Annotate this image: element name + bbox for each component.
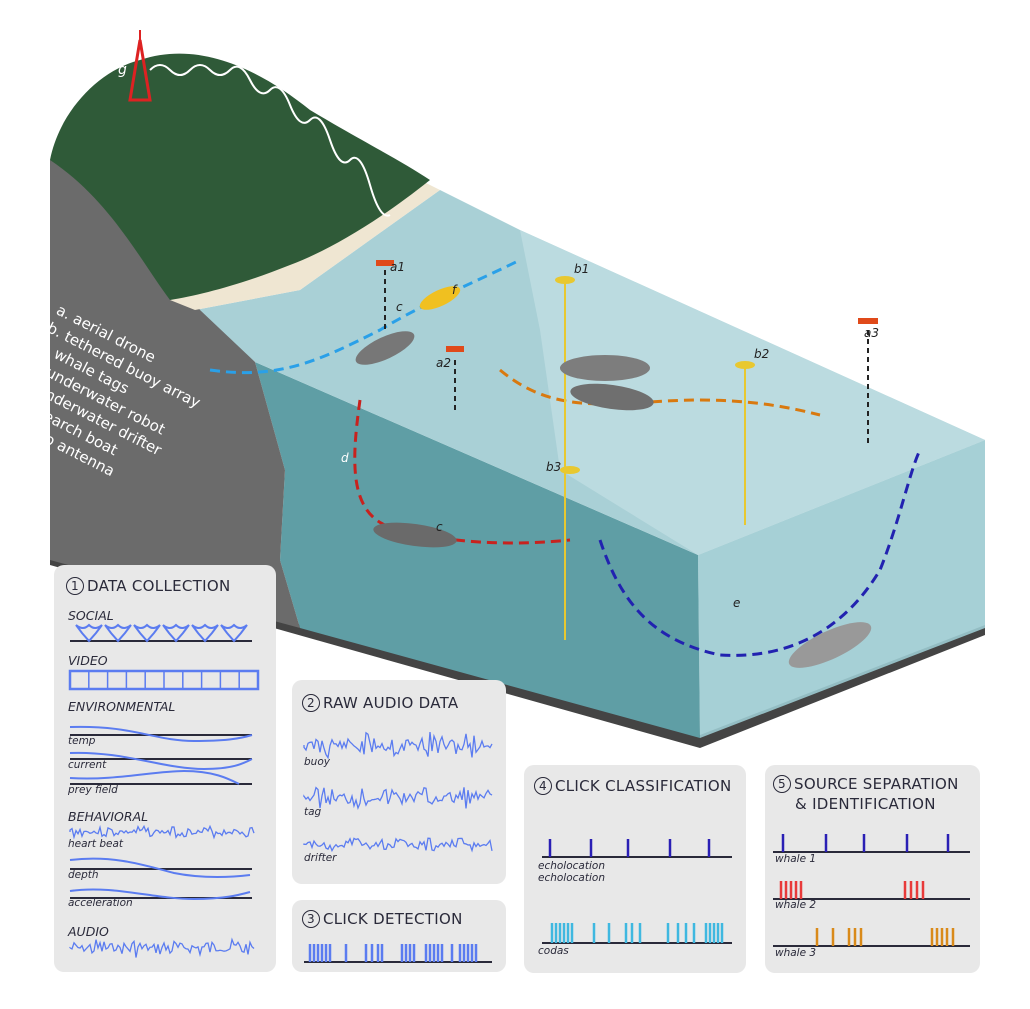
drone-icon bbox=[376, 260, 878, 352]
whale-icon bbox=[373, 522, 457, 548]
whale-track-light-blue bbox=[209, 258, 521, 375]
panel-click-classification: 4 CLICK CLASSIFICATION echolocation echol… bbox=[524, 765, 746, 973]
signal-curve bbox=[69, 725, 253, 743]
rock-cross-section bbox=[50, 160, 300, 628]
whale-track-dark-blue bbox=[598, 449, 922, 657]
step-number: 3 bbox=[302, 910, 320, 928]
radio-antenna-icon bbox=[128, 30, 152, 102]
label-current: current bbox=[68, 759, 107, 771]
label-acceleration: acceleration bbox=[68, 897, 133, 909]
label-echolocation: echolocation bbox=[538, 860, 605, 872]
label-behavioral: BEHAVIORAL bbox=[68, 809, 149, 824]
whale-tail-icon bbox=[162, 623, 190, 643]
block-front-water bbox=[255, 362, 700, 738]
whale-icon bbox=[788, 622, 872, 668]
title-text: SOURCE SEPARATION bbox=[794, 775, 959, 793]
step-number: 5 bbox=[773, 775, 791, 793]
signal-curve bbox=[69, 751, 253, 771]
whale-icon bbox=[355, 331, 415, 365]
whale-tail-icon bbox=[75, 623, 103, 643]
label-heart-beat: heart beat bbox=[68, 838, 123, 850]
whale-tail-icon bbox=[104, 623, 132, 643]
title-text: CLICK DETECTION bbox=[323, 910, 463, 928]
signal-curve bbox=[69, 769, 240, 785]
step-number: 4 bbox=[534, 777, 552, 795]
label-a2: a2 bbox=[436, 356, 451, 370]
title-text: DATA COLLECTION bbox=[87, 577, 231, 595]
label-environmental: ENVIRONMENTAL bbox=[68, 699, 176, 714]
label-whale-2: whale 2 bbox=[775, 899, 817, 911]
panel-title: 1 DATA COLLECTION bbox=[66, 577, 230, 595]
data-collection-signals bbox=[68, 623, 260, 958]
signal-curve bbox=[69, 888, 251, 901]
label-drifter: drifter bbox=[304, 852, 337, 864]
label-f: f bbox=[452, 283, 457, 297]
label-tag: tag bbox=[304, 806, 322, 818]
panel-raw-audio: 2 RAW AUDIO DATA buoy tag drifter bbox=[292, 680, 506, 884]
signal-curve bbox=[69, 857, 251, 878]
title-text: RAW AUDIO DATA bbox=[323, 694, 459, 712]
label-e: e bbox=[733, 596, 741, 610]
label-buoy: buoy bbox=[304, 756, 330, 768]
block-right-face bbox=[698, 440, 985, 738]
deep-water-top bbox=[520, 230, 985, 555]
audio-waveform bbox=[303, 786, 493, 810]
panel-data-collection: 1 DATA COLLECTION SOCIAL VIDEO ENVIRONMEN… bbox=[54, 565, 276, 972]
whale-icon bbox=[560, 355, 650, 381]
panel-title: 2 RAW AUDIO DATA bbox=[302, 694, 459, 712]
panel-title: 3 CLICK DETECTION bbox=[302, 910, 463, 928]
panel-source-separation: 5 SOURCE SEPARATION & IDENTIFICATION whal… bbox=[765, 765, 980, 973]
label-b2: b2 bbox=[754, 347, 770, 361]
whale-icon bbox=[570, 383, 654, 411]
label-codas: codas bbox=[538, 945, 569, 957]
label-depth: depth bbox=[68, 869, 99, 881]
label-video: VIDEO bbox=[68, 653, 108, 668]
label-prey-field: prey field bbox=[68, 784, 118, 796]
label-social: SOCIAL bbox=[68, 608, 114, 623]
label-a3: a3 bbox=[864, 326, 879, 340]
label-temp: temp bbox=[68, 735, 96, 747]
panel-title: 5 SOURCE SEPARATION bbox=[773, 775, 959, 793]
label-whale-1: whale 1 bbox=[775, 853, 817, 865]
research-boat-icon bbox=[419, 286, 461, 310]
source-separation-signals bbox=[773, 834, 970, 947]
whale-tail-icon bbox=[133, 623, 161, 643]
radio-wave bbox=[149, 64, 391, 217]
label-a1: a1 bbox=[390, 260, 405, 274]
audio-waveform bbox=[303, 837, 493, 853]
step-number: 2 bbox=[302, 694, 320, 712]
whale-tail-icon bbox=[220, 623, 248, 643]
label-whale-3: whale 3 bbox=[775, 947, 817, 959]
heart-beat-waveform bbox=[69, 824, 255, 840]
label-b1: b1 bbox=[574, 262, 590, 276]
step-number: 1 bbox=[66, 577, 84, 595]
audio-waveform bbox=[303, 731, 493, 760]
whale-tail-icon bbox=[191, 623, 219, 643]
island-forest bbox=[50, 53, 430, 301]
click-classification-signals bbox=[542, 839, 732, 944]
buoy-icon bbox=[555, 276, 755, 474]
label-b3: b3 bbox=[546, 460, 562, 474]
audio-waveform bbox=[69, 937, 255, 958]
click-detection-signal bbox=[304, 944, 492, 963]
label-d: d bbox=[341, 451, 349, 465]
title-text: CLICK CLASSIFICATION bbox=[555, 777, 732, 795]
panel-title-line2: & IDENTIFICATION bbox=[795, 795, 936, 813]
label-c-top: c bbox=[396, 300, 403, 314]
panel-title: 4 CLICK CLASSIFICATION bbox=[534, 777, 731, 795]
whale-track-orange bbox=[499, 368, 821, 417]
raw-audio-signals bbox=[303, 731, 493, 853]
label-audio: AUDIO bbox=[68, 924, 109, 939]
label-g: g bbox=[118, 62, 127, 78]
panel-click-detection: 3 CLICK DETECTION bbox=[292, 900, 506, 972]
label-echolocation: echolocation bbox=[538, 872, 605, 884]
label-c-bottom: c bbox=[436, 520, 443, 534]
